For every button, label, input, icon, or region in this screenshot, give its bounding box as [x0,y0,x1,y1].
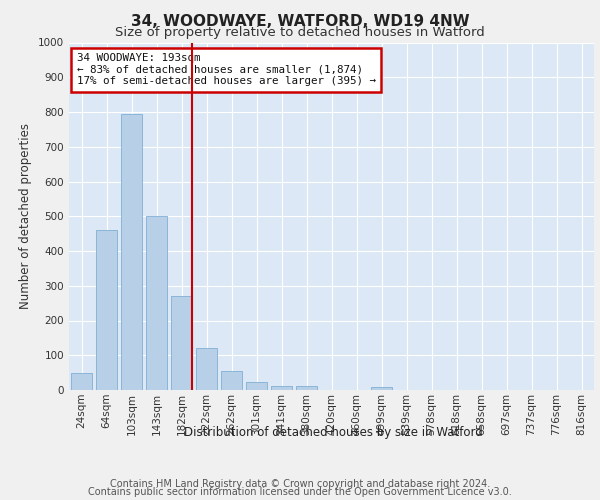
Bar [371,386,392,390]
Bar [271,386,292,390]
Bar [121,114,142,390]
Text: Distribution of detached houses by size in Watford: Distribution of detached houses by size … [184,426,482,439]
Bar [96,230,117,390]
Text: Size of property relative to detached houses in Watford: Size of property relative to detached ho… [115,26,485,39]
Text: Contains HM Land Registry data © Crown copyright and database right 2024.: Contains HM Land Registry data © Crown c… [110,479,490,489]
Text: Contains public sector information licensed under the Open Government Licence v3: Contains public sector information licen… [88,487,512,497]
Bar [71,372,92,390]
Bar [146,216,167,390]
Bar [221,371,242,390]
Text: 34, WOODWAYE, WATFORD, WD19 4NW: 34, WOODWAYE, WATFORD, WD19 4NW [131,14,469,29]
Bar [171,296,192,390]
Bar [296,386,317,390]
Y-axis label: Number of detached properties: Number of detached properties [19,123,32,309]
Bar [196,348,217,390]
Text: 34 WOODWAYE: 193sqm
← 83% of detached houses are smaller (1,874)
17% of semi-det: 34 WOODWAYE: 193sqm ← 83% of detached ho… [77,53,376,86]
Bar [246,382,267,390]
